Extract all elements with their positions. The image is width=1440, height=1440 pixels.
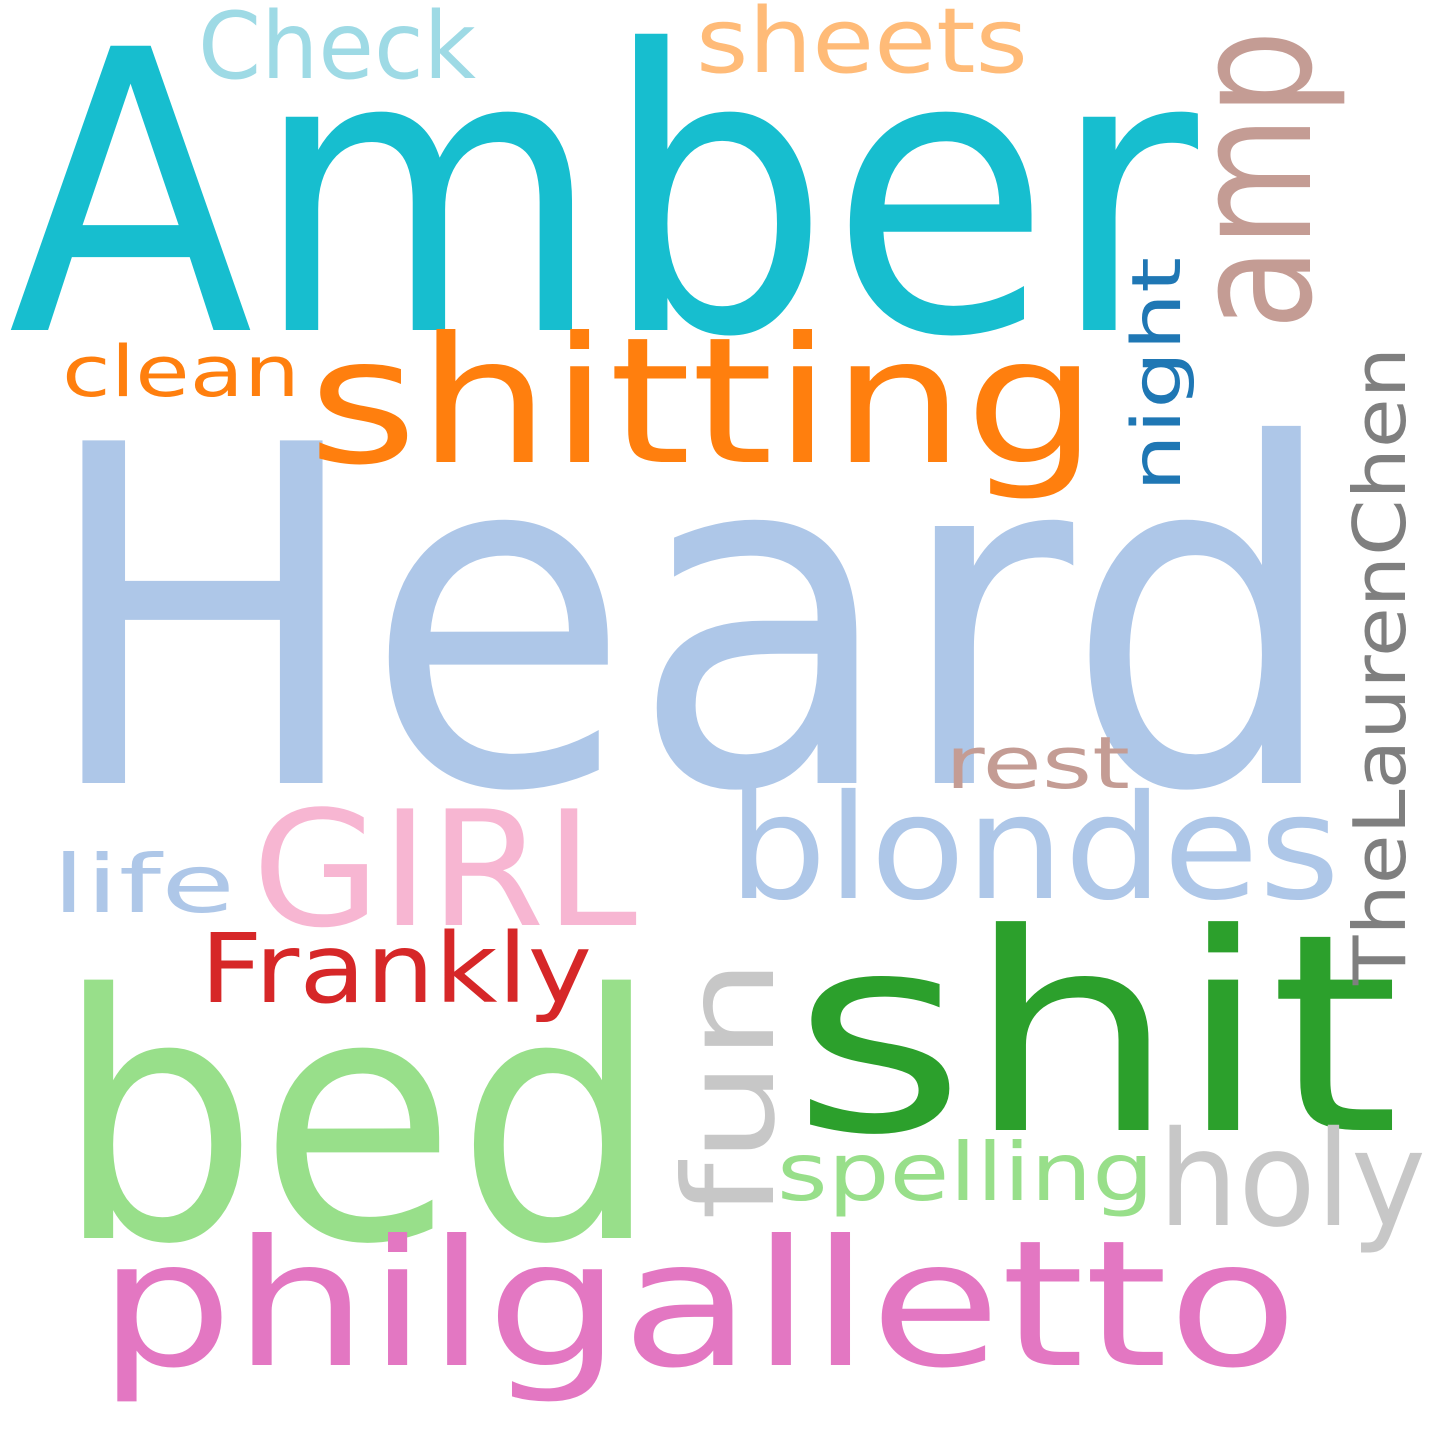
word-bed: bed (55, 923, 660, 1319)
word-rest: rest (945, 721, 1130, 805)
word-check: Check (198, 0, 476, 100)
word-girl: GIRL (252, 776, 637, 963)
word-amp: amp (1157, 30, 1349, 330)
word-fun: fun (658, 958, 803, 1220)
word-spelling: spelling (777, 1126, 1154, 1219)
word-philgalletto: philgalletto (98, 1204, 1298, 1407)
word-amber: Amber (8, 0, 1202, 422)
word-shitting: shitting (308, 301, 1098, 504)
word-shit: shit (792, 875, 1400, 1195)
word-thelaurenchen: TheLaurenChen (1338, 347, 1422, 986)
word-sheets: sheets (696, 0, 1028, 94)
word-holy: holy (1158, 1103, 1426, 1257)
word-clean: clean (62, 331, 300, 413)
word-blondes: blondes (728, 764, 1340, 933)
word-heard: Heard (40, 347, 1340, 894)
word-night: night (1118, 257, 1197, 492)
word-life: life (52, 838, 235, 931)
word-frankly: Frankly (200, 913, 592, 1025)
